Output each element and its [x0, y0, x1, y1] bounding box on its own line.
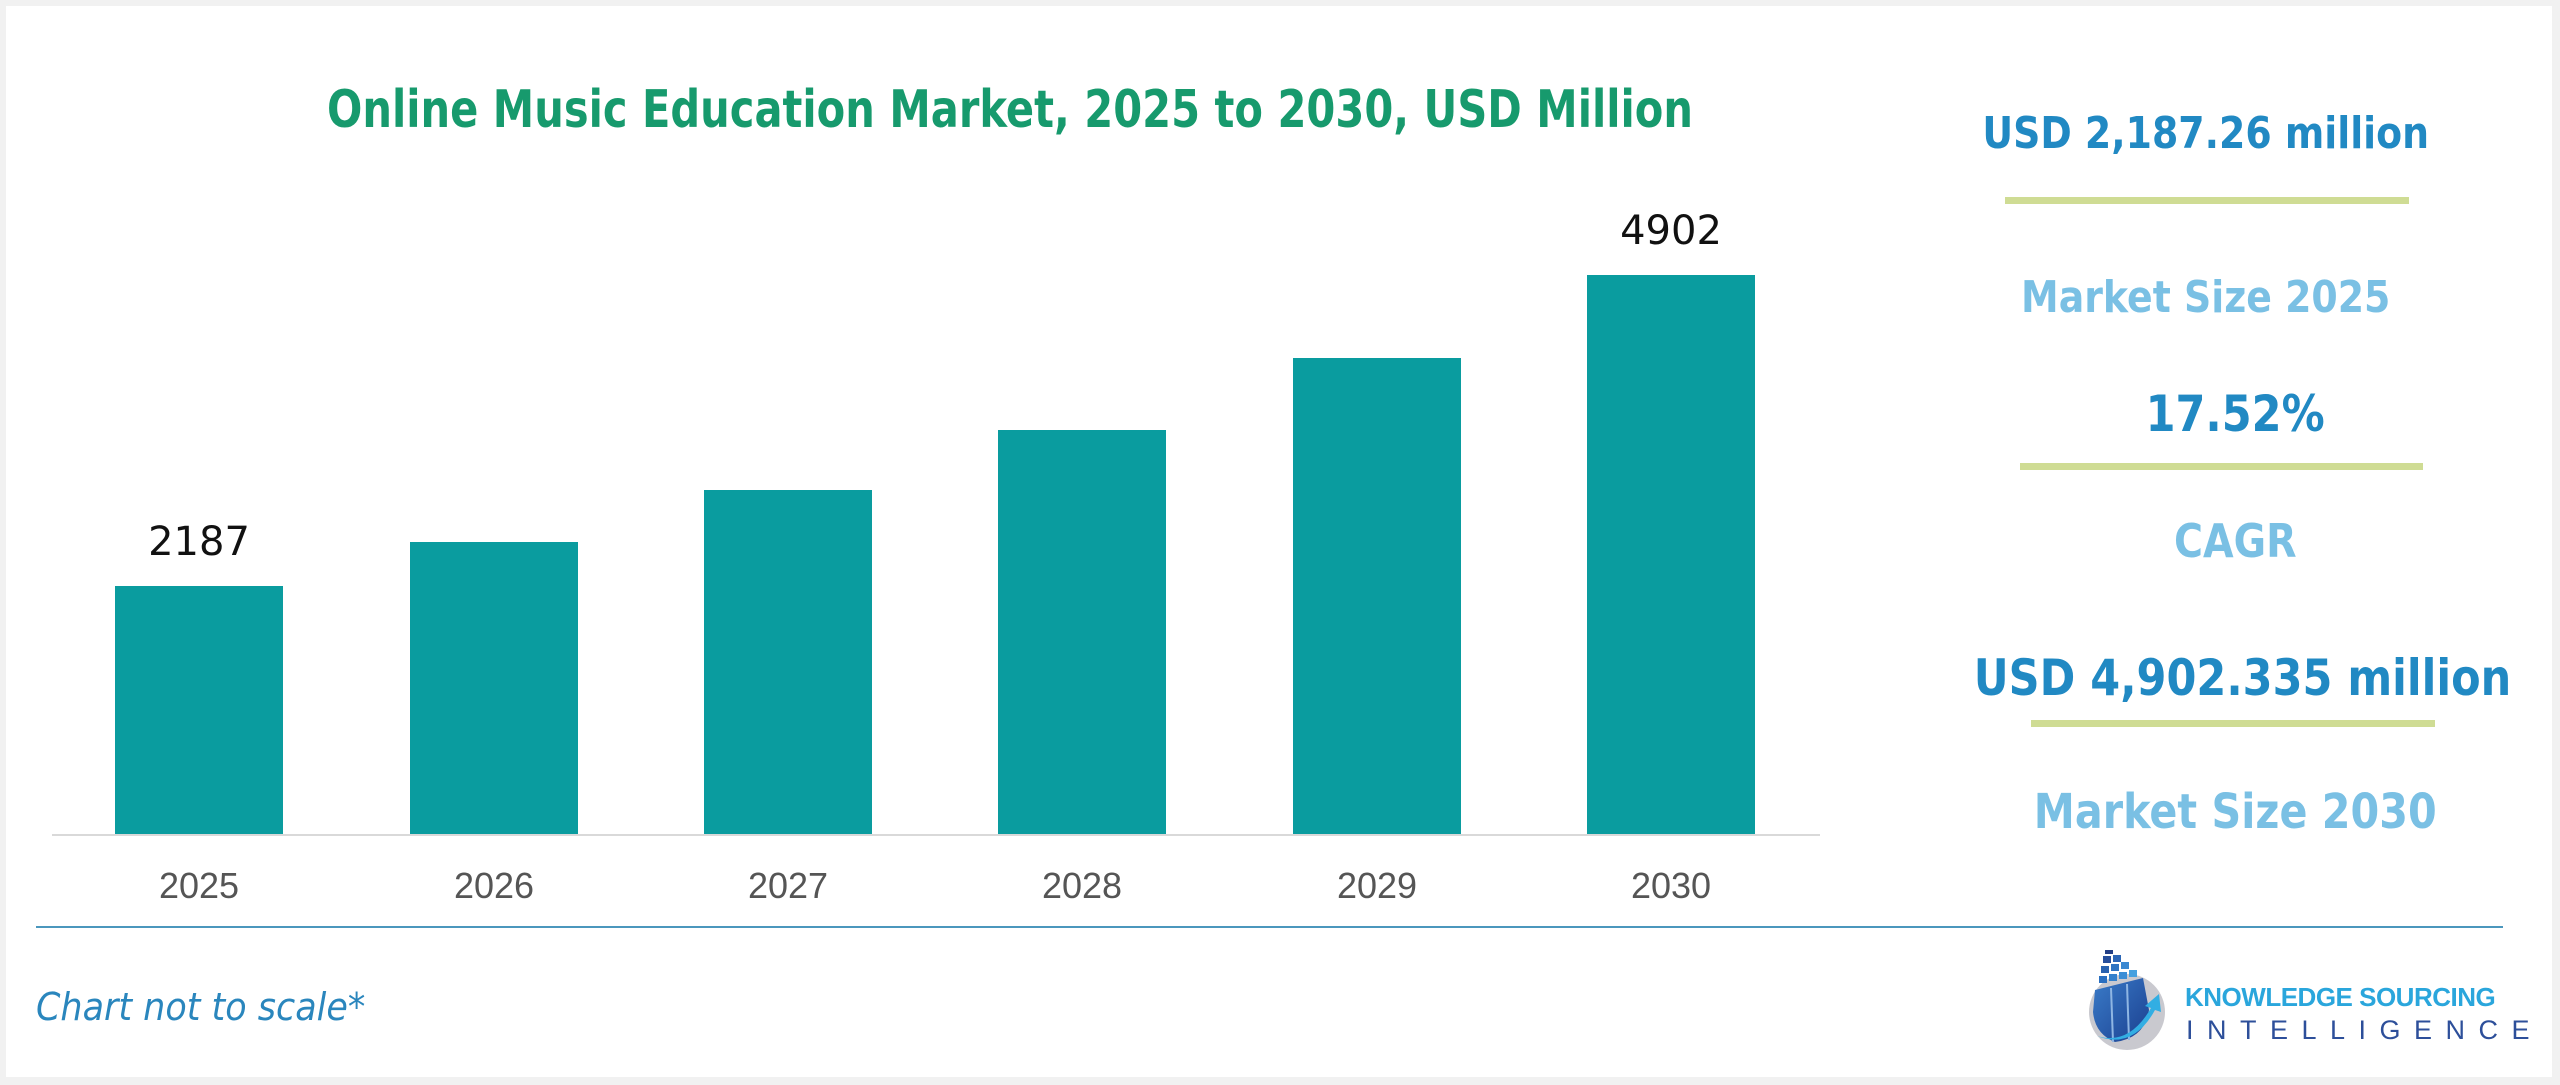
logo-text-line2: INTELLIGENCE: [2186, 1015, 2544, 1045]
kpi-market-size-2030-value: USD 4,902.335 million: [1930, 646, 2540, 710]
x-tick-2026: 2026: [453, 865, 535, 906]
kpi-market-size-2025-label: Market Size 2025: [1900, 268, 2512, 328]
x-tick-2025: 2025: [158, 865, 240, 906]
kpi-label-text: Market Size 2025: [2021, 272, 2391, 323]
chart-title-text: Online Music Education Market, 2025 to 2…: [327, 80, 1693, 140]
logo-globe-icon: [2089, 950, 2165, 1050]
footer-separator: [36, 926, 2503, 928]
bar-2030: [1587, 275, 1755, 834]
bar-2028: [998, 430, 1166, 834]
kpi-cagr-value: 17.52%: [1930, 382, 2540, 446]
x-tick-2027: 2027: [747, 865, 829, 906]
kpi-value-text: USD 2,187.26 million: [1982, 108, 2430, 159]
kpi-divider-1: [2005, 197, 2409, 204]
footnote: Chart not to scale*: [36, 982, 394, 1032]
logo-text-line1: KNOWLEDGE SOURCING: [2185, 982, 2496, 1012]
kpi-label-text: CAGR: [2173, 514, 2297, 568]
x-axis-line: [52, 834, 1820, 836]
x-tick-2030: 2030: [1630, 865, 1712, 906]
kpi-divider-2: [2020, 463, 2423, 470]
data-label-2030: 4902: [1620, 208, 1722, 254]
chart-title: Online Music Education Market, 2025 to 2…: [327, 70, 1917, 150]
x-tick-2028: 2028: [1041, 865, 1123, 906]
data-label-2025: 2187: [148, 519, 250, 565]
bar-2026: [410, 542, 578, 834]
company-logo: KNOWLEDGE SOURCING INTELLIGENCE: [2085, 950, 2530, 1050]
kpi-divider-3: [2031, 720, 2435, 727]
bar-chart: 2187 4902 2025 2026 2027 2028 2029 2030: [52, 208, 1820, 906]
kpi-value-text: 17.52%: [2145, 385, 2325, 443]
kpi-cagr-label: CAGR: [1930, 510, 2540, 572]
bar-2029: [1293, 358, 1461, 834]
footnote-text: Chart not to scale*: [36, 985, 366, 1029]
bar-2025: [115, 586, 283, 834]
kpi-value-text: USD 4,902.335 million: [1973, 649, 2512, 707]
x-tick-2029: 2029: [1336, 865, 1418, 906]
kpi-market-size-2030-label: Market Size 2030: [1930, 780, 2540, 844]
infographic-card: [6, 6, 2552, 1077]
kpi-market-size-2025-value: USD 2,187.26 million: [1900, 104, 2512, 164]
bar-2027: [704, 490, 872, 834]
kpi-label-text: Market Size 2030: [2033, 784, 2437, 840]
